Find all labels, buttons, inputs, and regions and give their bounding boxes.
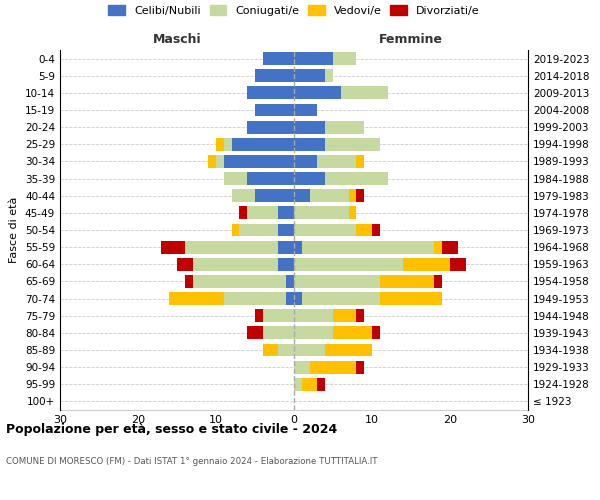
Bar [224,172,247,185]
Text: Maschi: Maschi [152,32,202,46]
Bar [372,326,380,340]
Bar [294,52,333,65]
Bar [247,172,294,185]
Bar [255,190,294,202]
Bar [349,206,356,220]
Bar [325,172,388,185]
Bar [333,310,356,322]
Bar [278,344,294,356]
Bar [325,120,364,134]
Text: COMUNE DI MORESCO (FM) - Dati ISTAT 1° gennaio 2024 - Elaborazione TUTTITALIA.IT: COMUNE DI MORESCO (FM) - Dati ISTAT 1° g… [6,458,377,466]
Bar [239,224,278,236]
Bar [294,86,341,100]
Bar [216,138,224,150]
Bar [302,292,380,305]
Bar [263,52,294,65]
Bar [349,190,356,202]
Bar [372,224,380,236]
Bar [232,190,255,202]
Bar [434,275,442,288]
Legend: Celibi/Nubili, Coniugati/e, Vedovi/e, Divorziati/e: Celibi/Nubili, Coniugati/e, Vedovi/e, Di… [109,5,479,16]
Bar [263,344,278,356]
Bar [247,86,294,100]
Bar [403,258,450,270]
Bar [442,240,458,254]
Bar [294,258,403,270]
Bar [278,224,294,236]
Bar [263,310,294,322]
Bar [247,120,294,134]
Bar [341,86,388,100]
Text: Popolazione per età, sesso e stato civile - 2024: Popolazione per età, sesso e stato civil… [6,422,337,436]
Bar [294,378,302,390]
Bar [356,224,372,236]
Bar [294,155,317,168]
Bar [294,104,317,117]
Text: Femmine: Femmine [379,32,443,46]
Bar [380,292,442,305]
Bar [185,275,193,288]
Bar [286,275,294,288]
Bar [356,310,364,322]
Bar [294,275,380,288]
Bar [255,70,294,82]
Bar [294,344,325,356]
Bar [193,275,286,288]
Bar [325,344,372,356]
Bar [177,258,193,270]
Bar [224,155,294,168]
Bar [356,190,364,202]
Bar [294,224,356,236]
Bar [161,240,185,254]
Bar [255,104,294,117]
Bar [333,326,372,340]
Bar [294,190,310,202]
Bar [294,120,325,134]
Bar [294,326,333,340]
Bar [325,138,380,150]
Bar [310,360,356,374]
Bar [294,70,325,82]
Bar [333,52,356,65]
Bar [278,240,294,254]
Bar [302,240,434,254]
Bar [263,326,294,340]
Bar [317,378,325,390]
Bar [310,190,349,202]
Bar [286,292,294,305]
Bar [239,206,247,220]
Bar [278,206,294,220]
Bar [302,378,317,390]
Bar [216,155,224,168]
Bar [294,206,349,220]
Bar [317,155,356,168]
Bar [169,292,224,305]
Bar [356,360,364,374]
Bar [294,292,302,305]
Bar [193,258,278,270]
Bar [450,258,466,270]
Y-axis label: Fasce di età: Fasce di età [10,197,19,263]
Bar [224,292,286,305]
Bar [294,310,333,322]
Bar [208,155,216,168]
Bar [232,224,239,236]
Bar [247,206,278,220]
Bar [380,275,434,288]
Bar [294,138,325,150]
Bar [294,240,302,254]
Bar [278,258,294,270]
Y-axis label: Anni di nascita: Anni di nascita [598,188,600,271]
Bar [325,70,333,82]
Bar [224,138,232,150]
Bar [294,360,310,374]
Bar [294,172,325,185]
Bar [247,326,263,340]
Bar [185,240,278,254]
Bar [356,155,364,168]
Bar [255,310,263,322]
Bar [434,240,442,254]
Bar [232,138,294,150]
